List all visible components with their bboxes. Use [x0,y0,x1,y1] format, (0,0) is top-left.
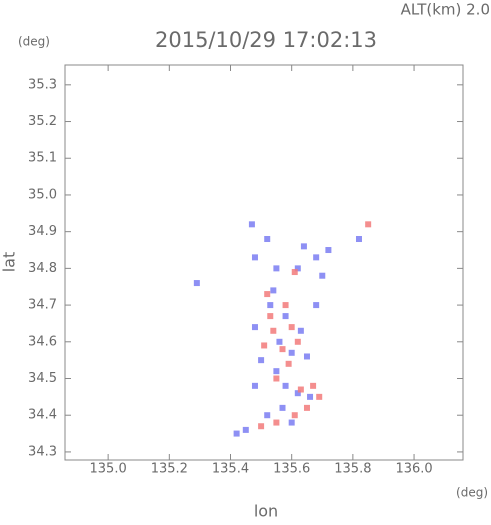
data-point [267,313,274,320]
data-point [355,236,362,243]
data-point [251,382,258,389]
data-point [248,221,255,228]
data-point [273,368,280,375]
y-tick-label: 35.2 [28,114,57,129]
y-tick-label: 34.4 [28,408,57,423]
data-point [270,327,277,334]
data-point [294,265,301,272]
data-point [273,265,280,272]
y-unit: (deg) [18,35,50,49]
data-point [258,357,265,364]
x-tick-label: 135.4 [212,462,249,477]
data-point [258,423,265,430]
chart-subtitle: ALT(km) 2.0 [401,1,490,19]
y-axis-label: lat [0,252,19,273]
data-point [264,236,271,243]
y-tick-label: 34.3 [28,444,57,459]
data-point [282,382,289,389]
data-point [276,338,283,345]
y-tick-label: 34.7 [28,298,57,313]
data-point [307,393,314,400]
data-point [297,327,304,334]
x-tick-label: 135.0 [90,462,127,477]
y-tick-label: 34.5 [28,371,57,386]
y-tick-label: 35.3 [28,77,57,92]
data-point [242,426,249,433]
data-point [264,291,271,298]
data-point [267,302,274,309]
y-tick-label: 34.8 [28,261,57,276]
x-tick-label: 136.0 [395,462,432,477]
x-tick-label: 135.2 [151,462,188,477]
data-point [279,404,286,411]
data-point [282,302,289,309]
data-point [285,360,292,367]
data-point [279,346,286,353]
data-point [297,386,304,393]
data-point [316,393,323,400]
x-tick-label: 135.8 [334,462,371,477]
data-point [303,404,310,411]
y-tick-label: 34.9 [28,224,57,239]
y-tick-label: 35.0 [28,187,57,202]
data-point [325,247,332,254]
data-point [193,280,200,287]
data-point [294,390,301,397]
data-point [273,375,280,382]
data-point [264,412,271,419]
data-point [273,419,280,426]
x-unit: (deg) [456,486,488,500]
data-point [251,324,258,331]
data-point [251,254,258,261]
y-tick-label: 35.1 [28,151,57,166]
data-point [291,412,298,419]
plot-frame [64,64,464,461]
data-point [319,272,326,279]
data-point [313,302,320,309]
data-point [310,382,317,389]
data-point [303,353,310,360]
data-point [288,419,295,426]
data-point [282,313,289,320]
x-tick-label: 135.6 [273,462,310,477]
data-point [291,269,298,276]
data-point [288,349,295,356]
y-tick-label: 34.6 [28,334,57,349]
data-point [313,254,320,261]
data-point [270,287,277,294]
chart-title: 2015/10/29 17:02:13 [155,28,377,52]
data-point [233,430,240,437]
data-point [288,324,295,331]
x-axis-label: lon [254,502,278,521]
data-point [261,342,268,349]
data-point [294,338,301,345]
data-point [365,221,372,228]
data-point [300,243,307,250]
